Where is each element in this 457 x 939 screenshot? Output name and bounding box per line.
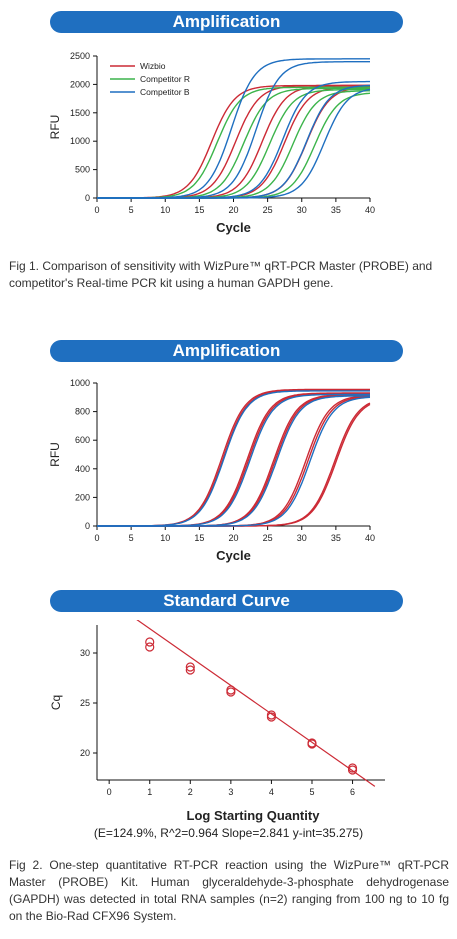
series-curve [97, 395, 371, 527]
standard-curve-stats: (E=124.9%, R^2=0.964 Slope=2.841 y-int=3… [93, 826, 364, 840]
x-axis-label: Cycle [216, 548, 251, 563]
data-point [266, 712, 277, 722]
series-curve [97, 395, 370, 527]
y-tick-label: 800 [75, 407, 90, 417]
x-tick-label: 10 [160, 205, 170, 215]
data-point [307, 739, 317, 749]
x-tick-label: 2 [188, 787, 193, 797]
y-axis-label: Cq [49, 695, 63, 710]
fig2-std-banner: Standard Curve [50, 590, 403, 612]
y-tick-label: 0 [85, 521, 90, 531]
x-tick-label: 10 [160, 533, 170, 543]
series-curve [97, 396, 371, 527]
data-point [185, 662, 195, 672]
data-point [347, 765, 358, 775]
legend-label: Wizbio [140, 61, 166, 71]
x-tick-label: 20 [228, 533, 238, 543]
y-tick-label: 30 [80, 648, 90, 658]
y-tick-label: 400 [75, 464, 90, 474]
data-point [185, 665, 195, 675]
series-curve [97, 395, 371, 527]
x-tick-label: 0 [94, 205, 99, 215]
x-tick-label: 25 [263, 205, 273, 215]
x-tick-label: 5 [309, 787, 314, 797]
series-curve [97, 88, 371, 199]
y-tick-label: 20 [80, 748, 90, 758]
fig2-standard-curve-chart: 0 1 2 3 4 5 6 20 25 30 Log Starting Quantity Cq [49, 620, 385, 823]
x-tick-label: 5 [129, 205, 134, 215]
fig2-std-banner-label: Standard Curve [163, 591, 290, 610]
series-curve [97, 403, 371, 527]
y-axis-label: RFU [48, 442, 62, 467]
x-tick-label: 15 [194, 533, 204, 543]
x-tick-label: 15 [194, 205, 204, 215]
x-tick-label: 40 [365, 205, 375, 215]
y-tick-label: 1000 [70, 378, 90, 388]
y-tick-label: 25 [80, 698, 90, 708]
fig2-amplification-chart: 0 5 10 15 20 25 30 35 4002004006008001000CycleRF… [48, 378, 375, 563]
x-tick-label: 20 [228, 205, 238, 215]
fig1-banner: Amplification [50, 11, 403, 33]
x-tick-label: 25 [263, 533, 273, 543]
series-curve [97, 402, 371, 527]
x-tick-label: 35 [331, 205, 341, 215]
series-curve [97, 58, 370, 199]
x-tick-label: 30 [297, 533, 307, 543]
x-tick-label: 40 [365, 533, 375, 543]
fig1-banner-label: Amplification [172, 12, 281, 31]
x-tick-label: 35 [331, 533, 341, 543]
fig2-amp-banner-label: Amplification [172, 341, 281, 360]
x-tick-label: 30 [297, 205, 307, 215]
y-tick-label: 200 [75, 492, 90, 502]
y-axis-label: RFU [48, 115, 62, 140]
fig1-caption: Fig 1. Comparison of sensitivity with Wi… [9, 259, 433, 290]
y-tick-label: 2500 [70, 51, 90, 61]
y-tick-label: 0 [85, 193, 90, 203]
x-tick-label: 3 [228, 787, 233, 797]
data-point [226, 687, 236, 697]
x-axis-label: Log Starting Quantity [187, 808, 321, 823]
fig2-caption: Fig 2. One-step quantitative RT-PCR reac… [9, 858, 449, 923]
y-tick-label: 1000 [70, 136, 90, 146]
legend-label: Competitor B [140, 87, 190, 97]
x-tick-label: 6 [350, 787, 355, 797]
y-tick-label: 600 [75, 435, 90, 445]
fig1-amplification-chart: 0 5 10 15 20 25 30 35 40 0 500 1000 1500 2000 2500 Cycl… [48, 51, 375, 235]
x-tick-label: 1 [147, 787, 152, 797]
x-tick-label: 5 [129, 533, 134, 543]
x-tick-label: 0 [94, 533, 99, 543]
data-point [145, 637, 155, 647]
legend-label: Competitor R [140, 74, 190, 84]
fit-line [136, 620, 376, 787]
y-tick-label: 1500 [70, 108, 90, 118]
x-tick-label: 0 [107, 787, 112, 797]
y-tick-label: 500 [75, 165, 90, 175]
fig2-amp-banner: Amplification [50, 340, 403, 362]
y-tick-label: 2000 [70, 79, 90, 89]
x-tick-label: 4 [269, 787, 274, 797]
x-axis-label: Cycle [216, 220, 251, 235]
data-point [145, 642, 155, 652]
